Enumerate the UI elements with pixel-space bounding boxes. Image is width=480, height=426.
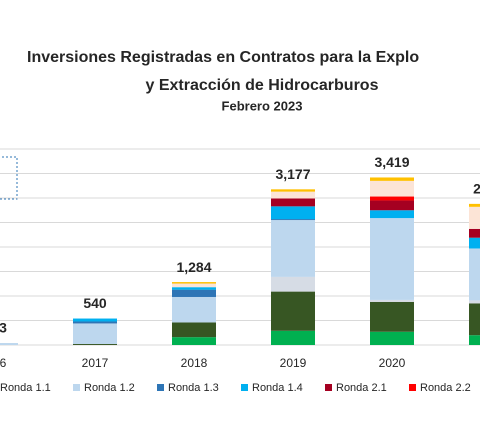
legend-marker — [325, 384, 332, 391]
bar-segment — [370, 331, 414, 345]
bar-segment — [271, 330, 315, 345]
bar-segment — [73, 344, 117, 345]
x-tick-label: 2020 — [379, 356, 406, 370]
bar-segment — [172, 337, 216, 345]
bar-segment — [370, 301, 414, 332]
legend-marker — [409, 384, 416, 391]
bar-segment — [0, 343, 18, 345]
bar-segment — [172, 289, 216, 297]
bar-segment — [370, 177, 414, 181]
bar-segment — [271, 206, 315, 220]
legend-label: Ronda 2.1 — [336, 382, 387, 394]
bar-segment — [271, 220, 315, 277]
chart-title: y Extracción de Hidrocarburos — [146, 77, 379, 94]
bar-segment — [172, 322, 216, 338]
bar-segment — [271, 198, 315, 207]
bar-segment — [469, 303, 480, 336]
total-label: 3,177 — [275, 166, 310, 182]
total-label: 3,419 — [374, 154, 409, 170]
annotation-box — [0, 156, 18, 200]
x-tick-label: 2019 — [280, 356, 307, 370]
bar-segment — [73, 321, 117, 324]
legend-marker — [157, 384, 164, 391]
bar-segment — [271, 191, 315, 199]
bar-segment — [469, 228, 480, 238]
bar-segment — [271, 219, 315, 221]
bar-segment — [271, 276, 315, 292]
bar-segment — [469, 335, 480, 345]
legend-label: Ronda 1.4 — [252, 382, 303, 394]
bar-segment — [172, 282, 216, 284]
total-label: 2 — [473, 181, 480, 197]
legend-label: Ronda 1.2 — [84, 382, 135, 394]
bar-segment — [172, 296, 216, 323]
bar-segment — [469, 206, 480, 229]
legend-label: Ronda 2.2 — [420, 382, 471, 394]
bar-segment — [73, 323, 117, 345]
legend-label: Ronda 1.1 — [0, 382, 51, 394]
bar-segment — [370, 196, 414, 201]
total-label: 3 — [0, 320, 7, 336]
bar-segment — [271, 189, 315, 192]
x-tick-label: 2017 — [82, 356, 109, 370]
bar-segment — [370, 210, 414, 219]
x-tick-label: 6 — [0, 356, 7, 370]
bar-segment — [469, 300, 480, 304]
total-label: 540 — [83, 295, 107, 311]
bar-segment — [469, 248, 480, 301]
bar-segment — [172, 283, 216, 288]
legend-label: Ronda 1.3 — [168, 382, 219, 394]
bar-segment — [73, 318, 117, 322]
bar-segment — [469, 237, 480, 249]
bar-segment — [172, 287, 216, 290]
legend-marker — [241, 384, 248, 391]
bar-segment — [469, 203, 480, 207]
chart-title: Inversiones Registradas en Contratos par… — [27, 49, 419, 66]
total-label: 1,284 — [176, 259, 211, 275]
bar-segment — [370, 200, 414, 211]
bar-segment — [370, 180, 414, 197]
legend-marker — [73, 384, 80, 391]
x-tick-label: 2018 — [181, 356, 208, 370]
chart-subtitle: Febrero 2023 — [222, 98, 303, 113]
bar-segment — [271, 291, 315, 331]
bar-segment — [370, 218, 414, 300]
bar-segment — [370, 299, 414, 302]
